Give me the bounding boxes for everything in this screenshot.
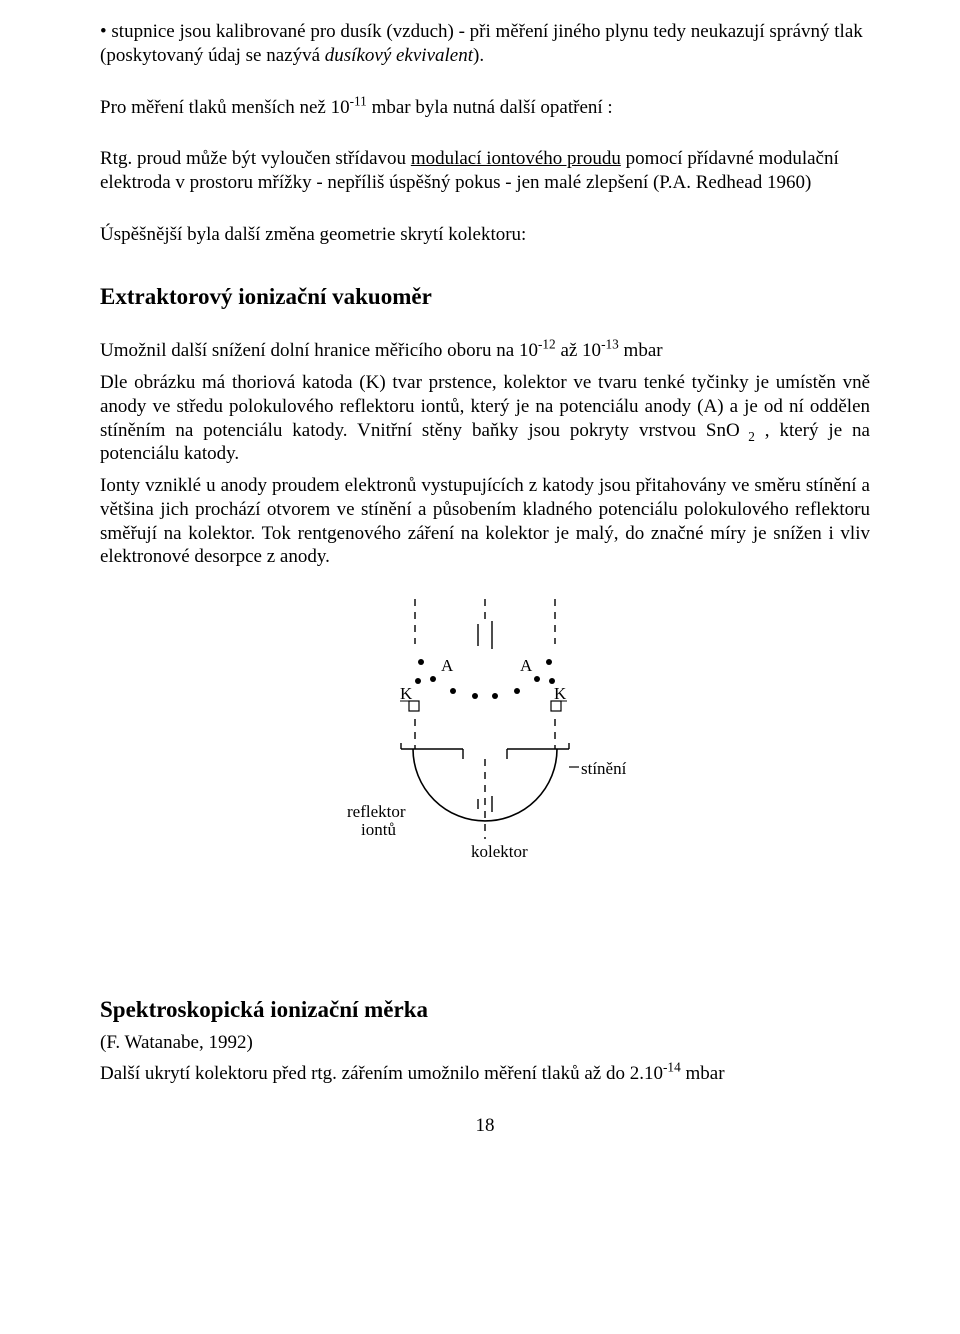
ext-p1-exp1: -12 [538,337,556,352]
svg-text:K: K [554,684,567,703]
svg-text:K: K [400,684,413,703]
spectro-exp: -14 [663,1060,681,1075]
ext-p1-mid: až 10 [556,340,601,361]
ext-p1-exp2: -13 [601,337,619,352]
svg-text:stínění: stínění [581,759,627,778]
bullet-text-italic: dusíkový ekvivalent [325,45,473,66]
measurement-exp: -11 [350,93,367,108]
bullet-text-b: ). [473,45,484,66]
svg-text:A: A [520,656,533,675]
svg-text:kolektor: kolektor [471,842,528,861]
bullet-paragraph: • stupnice jsou kalibrované pro dusík (v… [100,20,870,68]
extractor-range: Umožnil další snížení dolní hranice měři… [100,339,870,363]
measurement-intro: Pro měření tlaků menších než 10-11 mbar … [100,96,870,120]
measurement-pre: Pro měření tlaků menších než 10 [100,97,350,118]
extractor-heading: Extraktorový ionizační vakuoměr [100,283,870,312]
spectro-heading: Spektroskopická ionizační měrka [100,996,870,1025]
spectro-author: (F. Watanabe, 1992) [100,1031,870,1055]
svg-text:iontů: iontů [361,820,396,839]
extractor-desc-2: Ionty vzniklé u anody proudem elektronů … [100,474,870,569]
geometry-change: Úspěšnější byla další změna geometrie sk… [100,223,870,247]
svg-text:A: A [441,656,454,675]
page-number: 18 [100,1114,870,1138]
spectro-post: mbar [681,1063,725,1084]
ext-p1-post: mbar [619,340,663,361]
ext-p2-sub: 2 [740,428,755,443]
svg-text:reflektor: reflektor [347,802,406,821]
spectro-line: Další ukrytí kolektoru před rtg. zářením… [100,1062,870,1086]
extractor-desc-1: Dle obrázku má thoriová katoda (K) tvar … [100,371,870,466]
rtg-pre: Rtg. proud může být vyloučen střídavou [100,148,411,169]
rtg-underlined: modulací iontového proudu [411,148,621,169]
extractor-diagram: A A K Kstínění reflektoriontů kolektor [100,599,870,886]
measurement-post: mbar byla nutná další opatření : [367,97,613,118]
diagram-svg: A A K Kstínění reflektoriontů kolektor [335,599,635,879]
ext-p1-pre: Umožnil další snížení dolní hranice měři… [100,340,538,361]
rtg-paragraph: Rtg. proud může být vyloučen střídavou m… [100,147,870,195]
spectro-pre: Další ukrytí kolektoru před rtg. zářením… [100,1063,663,1084]
